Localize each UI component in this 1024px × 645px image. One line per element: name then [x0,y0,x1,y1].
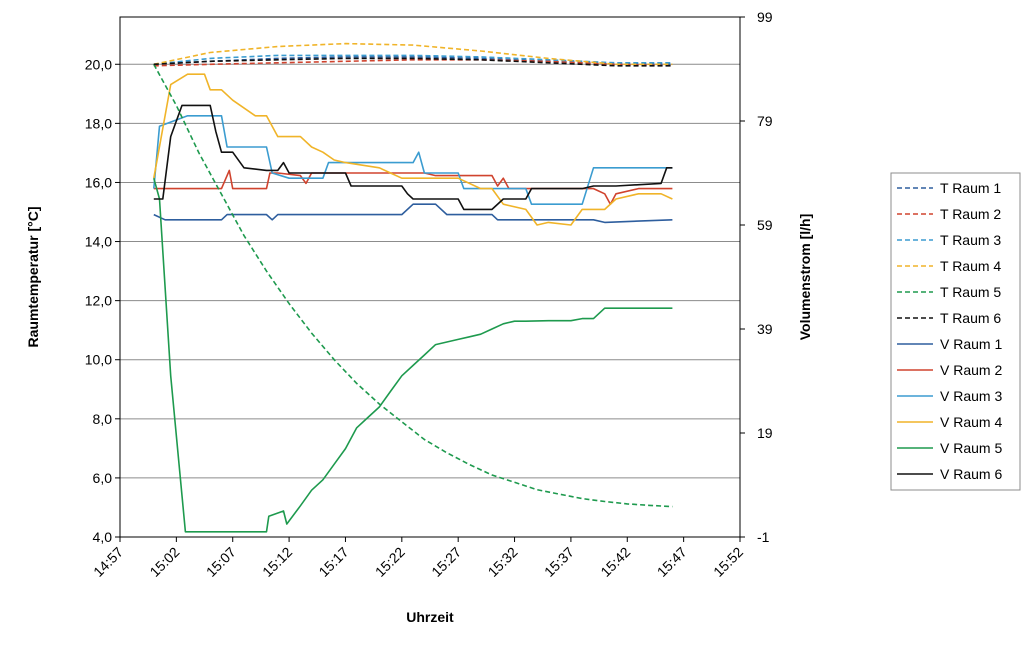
y2-tick-label: 99 [757,9,773,25]
y2-tick-label: 59 [757,217,773,233]
legend-frame [890,172,1021,491]
legend-label: V Raum 3 [940,388,1002,404]
y-axis-left-ticks: 4,0 6,0 8,0 10,0 12,0 14,0 16,0 18,0 20,0 [85,56,120,545]
legend-label: T Raum 2 [940,206,1001,222]
series-line-t-raum-5 [153,63,673,508]
series-line-t-raum-4 [153,42,673,66]
y2-tick-label: 39 [757,321,773,337]
series-line-t-raum-1 [153,56,673,66]
x-axis-title: Uhrzeit [406,609,454,625]
y2-tick-label: 19 [757,425,773,441]
x-tick-label: 15:37 [541,544,577,580]
plot-area-frame [119,16,741,538]
y2-tick-label: -1 [757,529,770,545]
x-tick-label: 15:32 [485,544,521,580]
x-tick-label: 15:12 [259,544,295,580]
series-layer [153,42,673,533]
series-line-v-raum-3 [153,115,673,205]
y-tick-label: 16,0 [85,174,112,190]
legend-label: V Raum 5 [940,440,1002,456]
series-line-t-raum-6 [153,57,673,67]
y-tick-label: 20,0 [85,56,112,72]
series-line-v-raum-5 [153,177,673,533]
legend-label: T Raum 5 [940,284,1001,300]
x-tick-label: 15:17 [315,544,351,580]
legend-label: V Raum 6 [940,466,1002,482]
legend-label: T Raum 6 [940,310,1001,326]
legend: T Raum 1 T Raum 2 T Raum 3 T Raum 4 T Raum 5… [890,172,1021,491]
x-tick-label: 15:42 [597,544,633,580]
y-tick-label: 12,0 [85,293,112,309]
y-axis-right-title: Volumenstrom [l/h] [797,214,813,341]
y-tick-label: 18,0 [85,115,112,131]
x-tick-label: 15:02 [146,544,182,580]
legend-items: T Raum 1 T Raum 2 T Raum 3 T Raum 4 T Raum 5… [897,180,1002,482]
y-tick-label: 14,0 [85,234,112,250]
x-tick-label: 15:07 [203,544,239,580]
series-line-v-raum-2 [153,169,673,205]
y-tick-label: 8,0 [93,411,113,427]
y-tick-label: 6,0 [93,470,113,486]
x-tick-label: 14:57 [90,544,126,580]
legend-label: T Raum 1 [940,180,1001,196]
x-tick-label: 15:27 [428,544,464,580]
x-tick-label: 15:47 [654,544,690,580]
y-axis-right-ticks: -1 19 39 59 79 99 [740,9,773,545]
y2-tick-label: 79 [757,113,773,129]
series-line-t-raum-2 [153,58,673,67]
grid-lines [120,63,740,538]
x-tick-label: 15:52 [710,544,746,580]
legend-label: T Raum 4 [940,258,1001,274]
legend-label: V Raum 4 [940,414,1002,430]
x-axis-ticks: 14:57 15:02 15:07 15:12 15:17 15:22 15:27 15:32… [90,537,746,580]
y-tick-label: 10,0 [85,352,112,368]
series-line-v-raum-6 [153,104,673,211]
legend-label: V Raum 2 [940,362,1002,378]
y-tick-label: 4,0 [93,529,113,545]
x-tick-label: 15:22 [372,544,408,580]
series-line-v-raum-4 [153,73,673,226]
series-line-v-raum-1 [153,203,673,224]
legend-label: V Raum 1 [940,336,1002,352]
legend-label: T Raum 3 [940,232,1001,248]
y-axis-left-title: Raumtemperatur [°C] [25,207,41,348]
